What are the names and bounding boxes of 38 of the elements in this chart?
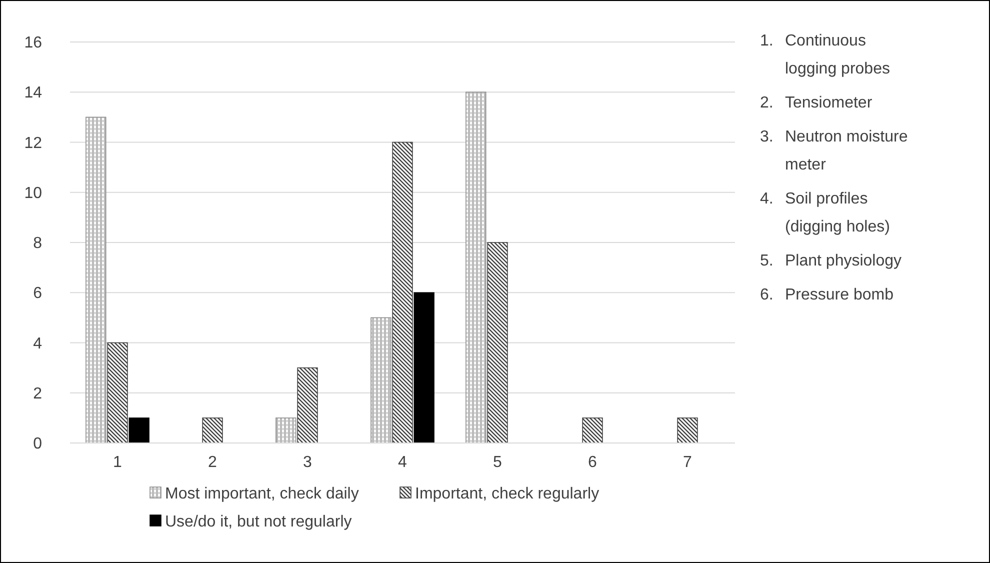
bar bbox=[677, 418, 698, 444]
x-tick-label: 2 bbox=[208, 454, 218, 471]
bar bbox=[466, 92, 486, 444]
text: 5. Plant physiology bbox=[760, 252, 902, 270]
legend-label: Important, check regularly bbox=[415, 486, 600, 503]
bar bbox=[128, 418, 150, 444]
text: 4. Soil profiles (digging holes) bbox=[760, 190, 890, 236]
x-tick-label: 6 bbox=[588, 454, 598, 471]
bar bbox=[487, 242, 508, 444]
bar bbox=[392, 142, 413, 444]
y-tick-label: 14 bbox=[24, 84, 42, 102]
bar bbox=[414, 292, 434, 444]
text: 2. Tensiometer bbox=[760, 94, 873, 112]
legend-label: Most important, check daily bbox=[165, 486, 359, 503]
legend-label: Use/do it, but not regularly bbox=[165, 514, 352, 531]
x-tick-label: 5 bbox=[493, 454, 502, 471]
bar bbox=[370, 317, 392, 444]
y-tick-label: 6 bbox=[33, 285, 42, 302]
y-tick-label: 16 bbox=[24, 34, 42, 52]
bar bbox=[582, 418, 603, 444]
y-tick-label: 12 bbox=[24, 134, 42, 152]
text: 3. Neutron moisture meter bbox=[760, 128, 908, 174]
y-tick-label: 10 bbox=[24, 184, 42, 202]
y-tick-label: 4 bbox=[33, 335, 42, 352]
bar bbox=[297, 367, 318, 444]
bar bbox=[86, 116, 106, 444]
y-tick-label: 8 bbox=[33, 235, 42, 252]
bar bbox=[276, 418, 296, 444]
x-tick-label: 3 bbox=[303, 454, 312, 471]
y-tick-label: 0 bbox=[33, 436, 42, 453]
bar bbox=[107, 342, 128, 444]
text: 1. Continuous logging probes bbox=[760, 32, 890, 78]
x-tick-label: 7 bbox=[683, 454, 692, 471]
y-tick-label: 2 bbox=[33, 385, 42, 402]
bar bbox=[202, 418, 223, 444]
text: 6. Pressure bomb bbox=[760, 286, 894, 304]
x-tick-label: 4 bbox=[398, 454, 408, 471]
x-tick-label: 1 bbox=[113, 454, 122, 471]
